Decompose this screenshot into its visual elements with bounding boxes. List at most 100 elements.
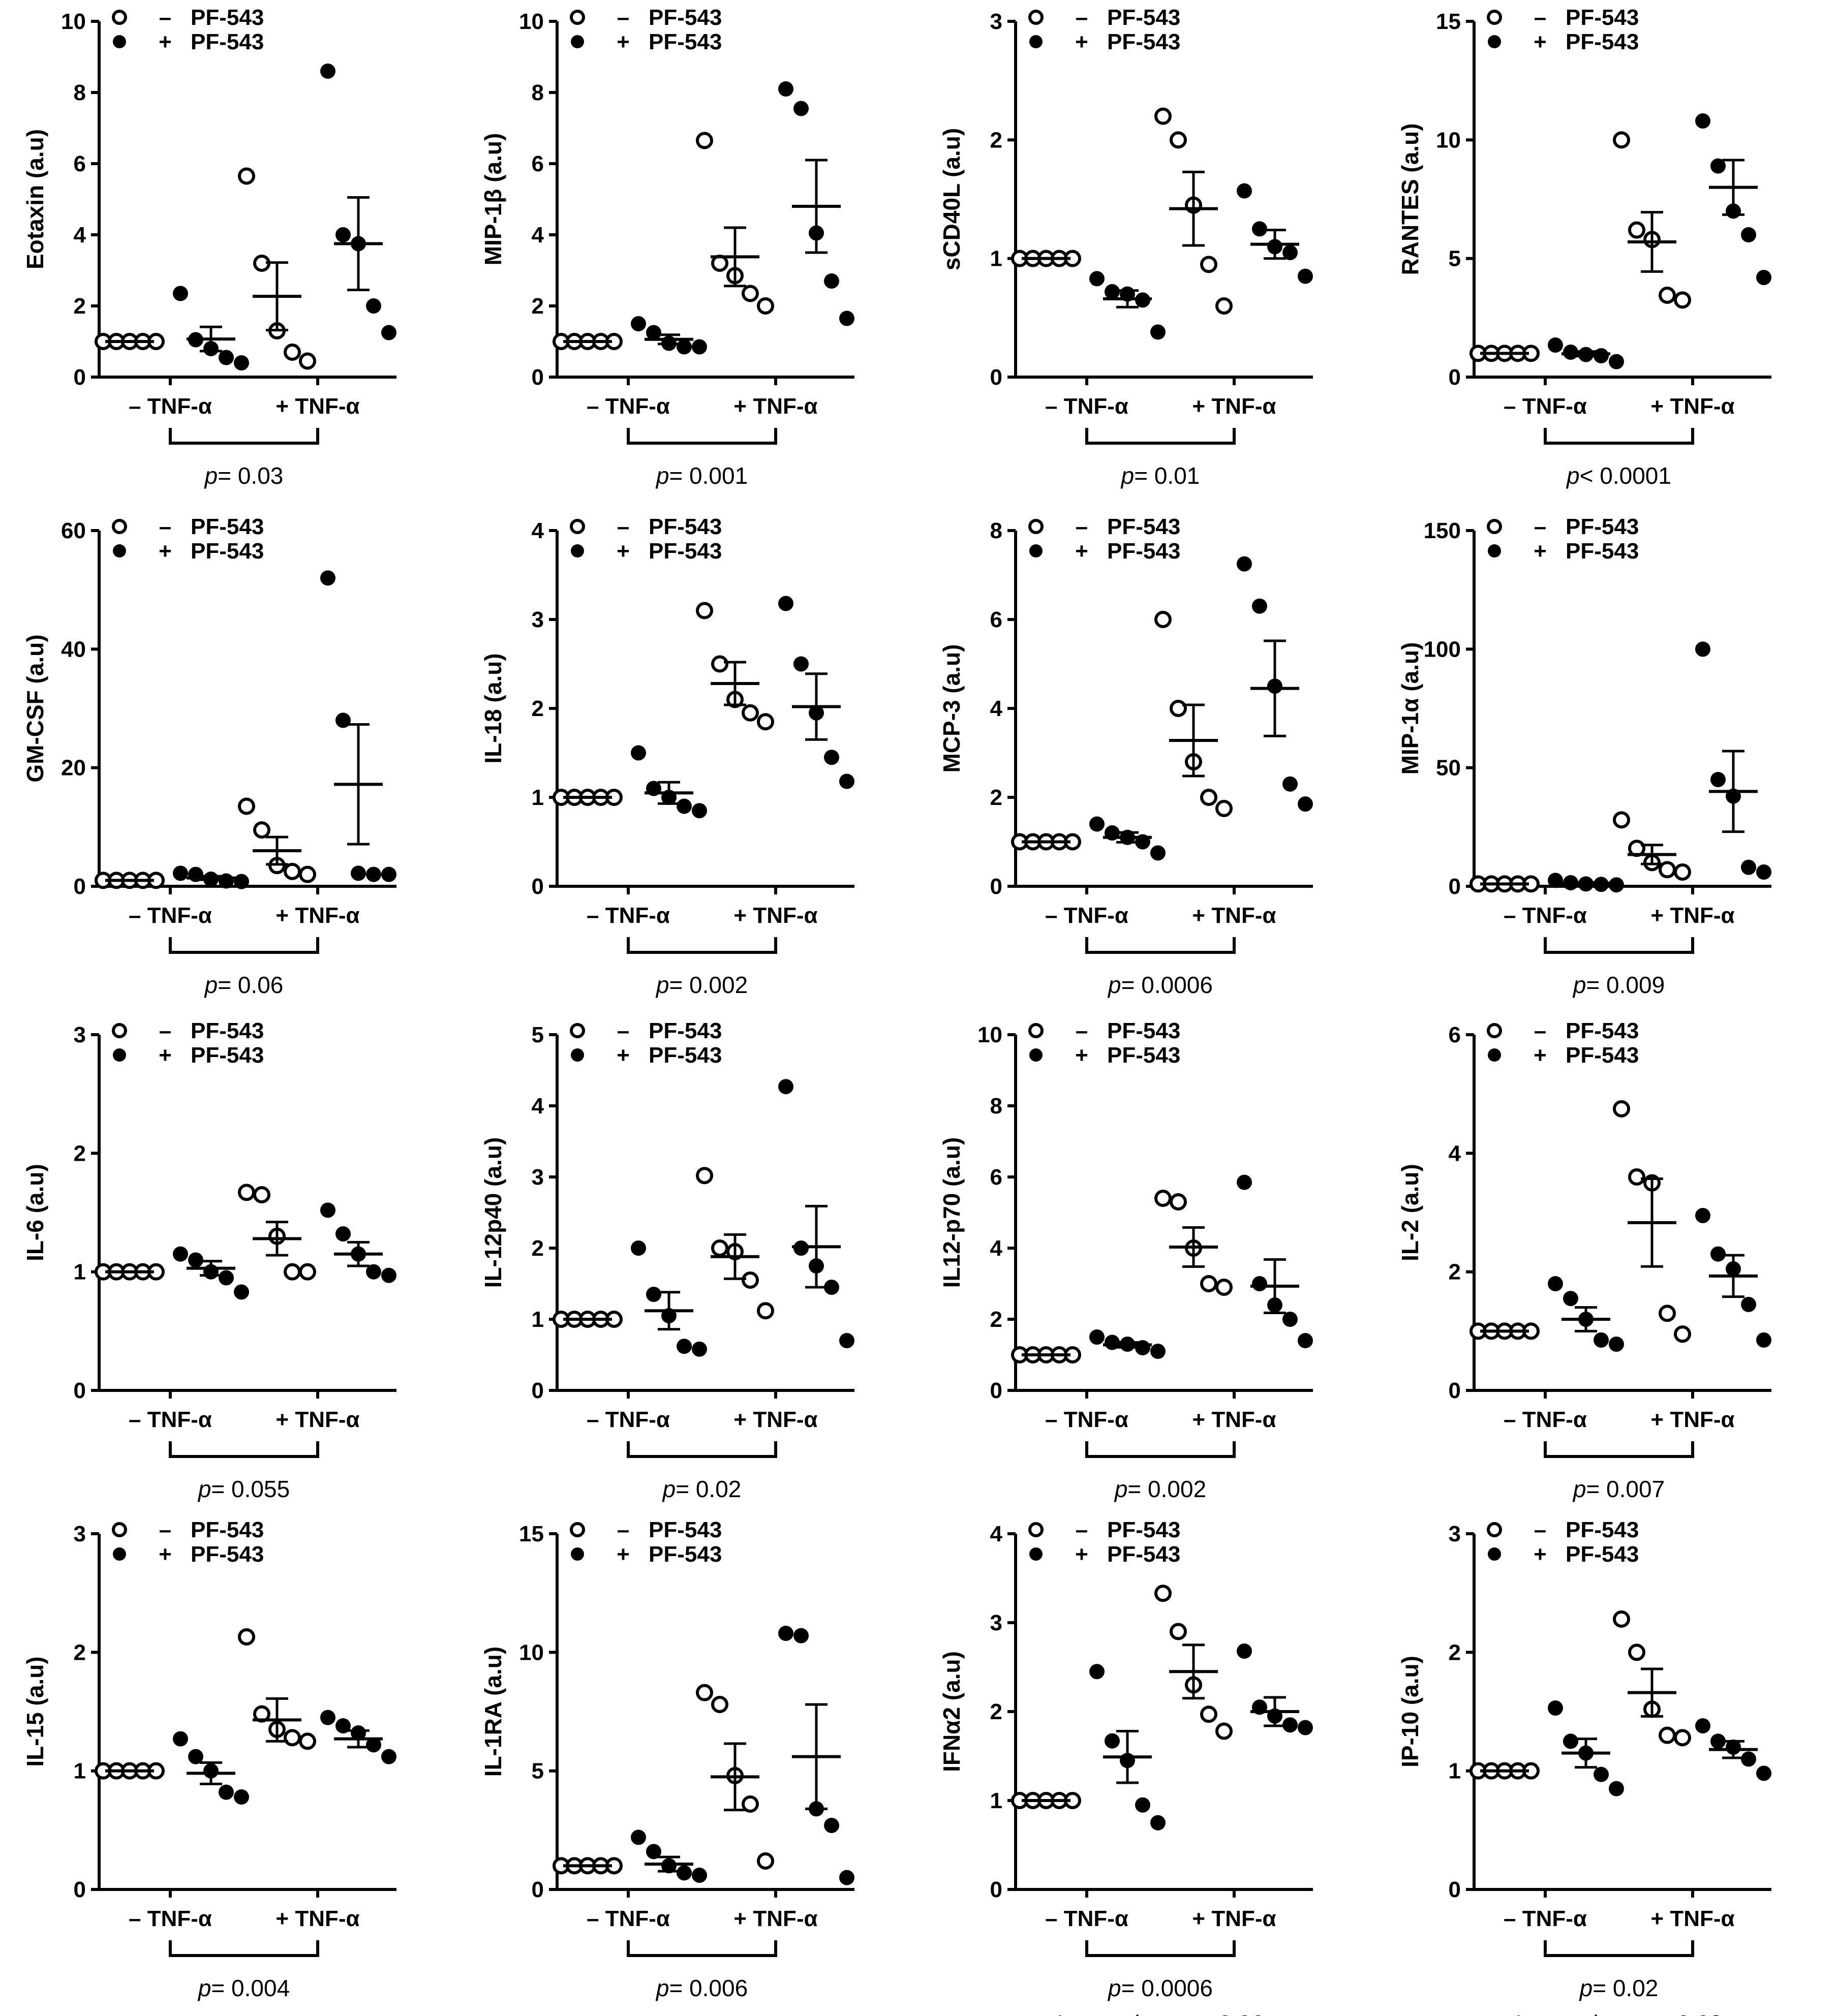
data-point-open <box>696 1684 713 1701</box>
data-point-filled <box>824 1818 839 1833</box>
data-point-filled <box>1237 1643 1252 1659</box>
data-point-open <box>1613 1610 1630 1628</box>
legend-open-marker <box>112 1023 127 1038</box>
legend-label: PF-543 <box>1107 29 1180 54</box>
data-point-filled <box>1741 859 1756 875</box>
p-value: = 0.01 <box>1134 462 1200 489</box>
y-tick-label: 8 <box>990 518 1002 543</box>
y-axis-label: Eotaxin (a.u) <box>22 129 48 269</box>
y-axis-label: IL-6 (a.u) <box>22 1164 48 1261</box>
y-tick-label: 5 <box>1449 246 1461 271</box>
y-axis-label: IL-12p40 (a.u) <box>480 1137 506 1288</box>
significance-bracket <box>169 428 319 445</box>
data-point-filled <box>839 1333 854 1348</box>
data-point-open <box>1613 811 1630 829</box>
legend-label: PF-543 <box>1566 29 1639 54</box>
legend-open-marker <box>1487 10 1502 25</box>
p-value-text: p= 0.0006 <box>1107 972 1213 998</box>
data-point-filled <box>1710 158 1726 174</box>
x-category-label: + TNF-α <box>1650 1906 1734 1931</box>
p-symbol: p <box>1120 462 1135 489</box>
data-point-filled <box>188 1252 203 1268</box>
x-category-label: – TNF-α <box>129 394 212 419</box>
legend-open-marker <box>112 519 127 534</box>
data-point-filled <box>677 1339 692 1354</box>
data-point-filled <box>793 101 809 116</box>
y-tick-label: 0 <box>74 1877 86 1902</box>
y-tick-label: 1 <box>532 785 544 810</box>
x-category-label: + TNF-α <box>733 1407 817 1432</box>
legend-open-marker <box>1028 1522 1044 1537</box>
x-category-label: + TNF-α <box>1650 1407 1734 1432</box>
y-tick-label: 6 <box>990 1165 1002 1190</box>
x-category-label: – TNF-α <box>1045 1407 1128 1432</box>
p-value-text: p= 0.004 <box>197 1975 290 2001</box>
legend-label: PF-543 <box>1107 1542 1180 1567</box>
legend-filled-marker <box>1029 544 1043 557</box>
legend-open-marker <box>570 10 585 25</box>
y-tick-label: 150 <box>1424 518 1461 543</box>
data-point-filled <box>1298 796 1313 812</box>
data-point-filled <box>351 865 366 881</box>
data-point-filled <box>778 596 793 611</box>
data-point-filled <box>1609 1337 1624 1352</box>
legend-label: PF-543 <box>649 1018 722 1043</box>
legend-label: PF-543 <box>1107 1018 1180 1043</box>
data-point-filled <box>692 1868 707 1883</box>
y-tick-label: 0 <box>1449 1877 1461 1902</box>
y-tick-label: 5 <box>532 1759 544 1784</box>
data-point-filled <box>320 1710 335 1725</box>
p-value-text: p= 0.03 <box>204 462 284 489</box>
y-tick-label: 2 <box>990 785 1002 810</box>
y-tick-label: 6 <box>990 607 1002 632</box>
legend-sign: – <box>1534 514 1546 539</box>
p-value: = 0.03 <box>218 462 283 489</box>
data-point-open <box>742 704 759 722</box>
y-tick-label: 3 <box>990 9 1002 34</box>
data-point-open <box>1200 789 1217 806</box>
p-symbol: p <box>1114 1476 1128 1502</box>
legend-sign: – <box>1076 5 1088 30</box>
data-point-filled <box>1563 345 1578 360</box>
chart-panel-9: 0 1 2 3 IL-6 (a.u) – TNF-α + TNF-α p= 0.055 – PF-… <box>22 1018 396 1502</box>
legend-filled-marker <box>571 544 584 557</box>
legend-label: PF-543 <box>649 539 722 564</box>
chart-panel-7: 0 2 4 6 8 MCP-3 (a.u) – TNF-α + TNF-α p= 0.0006 –… <box>938 514 1313 998</box>
y-tick-label: 4 <box>532 518 544 543</box>
data-point-filled <box>1695 113 1710 129</box>
data-point-filled <box>173 1246 188 1262</box>
y-tick-label: 0 <box>74 1378 86 1403</box>
data-point-filled <box>234 355 249 370</box>
data-point-filled <box>692 339 707 355</box>
x-category-label: + TNF-α <box>1192 1906 1276 1931</box>
x-category-label: – TNF-α <box>1045 394 1128 419</box>
data-point-open <box>1170 1623 1187 1640</box>
p-symbol: p <box>1107 1975 1121 2001</box>
data-point-filled <box>1756 270 1771 285</box>
data-point-filled <box>335 227 351 242</box>
x-category-label: – TNF-α <box>587 394 670 419</box>
y-axis-label: GM-CSF (a.u) <box>22 634 48 782</box>
legend-label: PF-543 <box>191 514 264 539</box>
data-point-open <box>1200 1275 1217 1292</box>
p-value-text: p= 0.0006 <box>1107 1975 1213 2001</box>
x-category-label: – TNF-α <box>129 903 212 928</box>
p-value: = 0.004 <box>211 1975 290 2001</box>
data-point-filled <box>234 1284 249 1300</box>
y-tick-label: 0 <box>1449 1378 1461 1403</box>
data-point-filled <box>320 64 335 79</box>
y-tick-label: 2 <box>532 696 544 721</box>
data-point-filled <box>631 1240 646 1256</box>
data-point-filled <box>335 1718 351 1733</box>
legend-filled-marker <box>1488 1048 1501 1062</box>
data-point-open <box>1154 611 1172 628</box>
data-point-open <box>1613 1100 1630 1118</box>
x-category-label: + TNF-α <box>733 394 817 419</box>
legend-sign: + <box>1534 1043 1547 1068</box>
legend-sign: + <box>159 29 172 54</box>
chart-panel-16: 0 1 2 3 IP-10 (a.u) – TNF-α + TNF-α p= 0.02 Inte… <box>1397 1517 1771 2016</box>
x-category-label: + TNF-α <box>275 903 359 928</box>
y-tick-label: 40 <box>61 637 86 662</box>
x-category-label: – TNF-α <box>1504 903 1587 928</box>
data-point-filled <box>1252 1276 1267 1291</box>
